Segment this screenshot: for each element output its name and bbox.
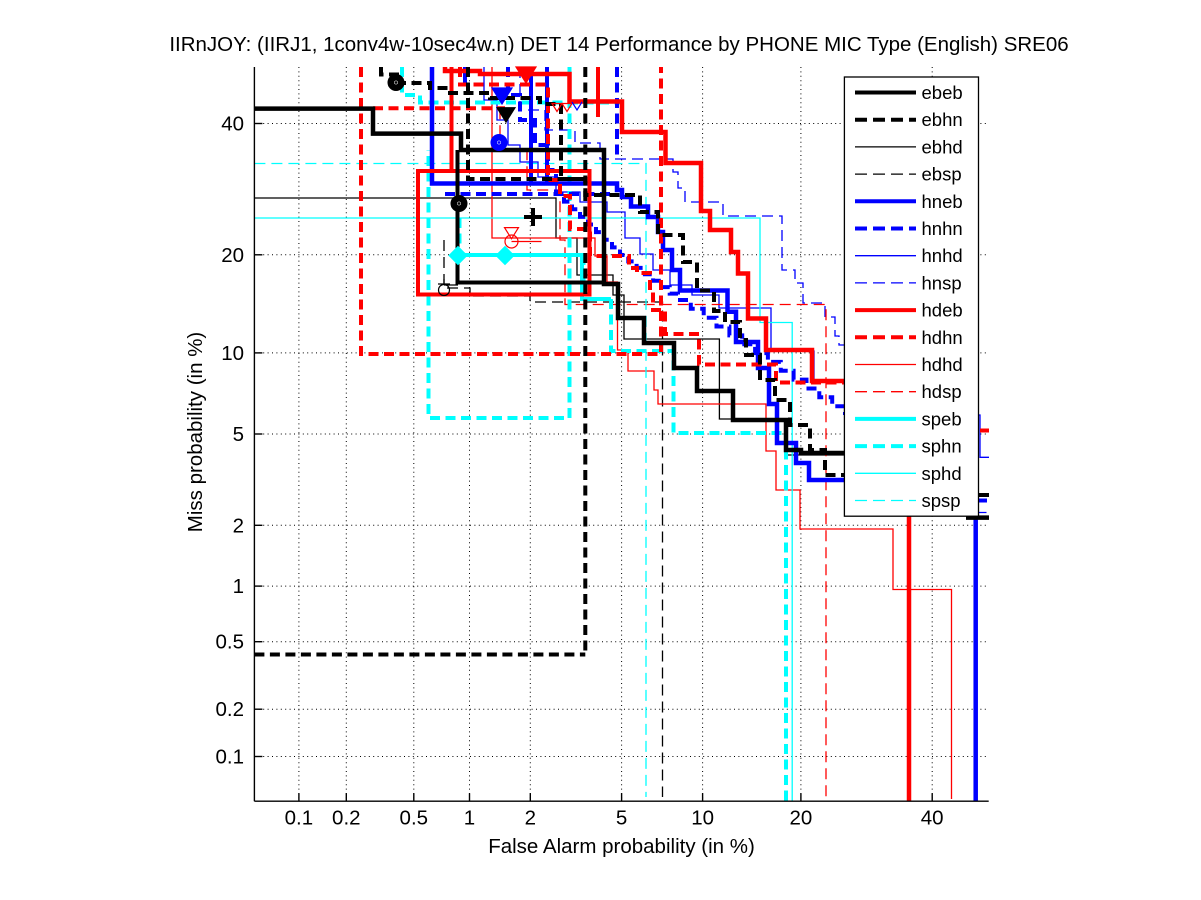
svg-text:1: 1 xyxy=(233,575,244,598)
svg-text:ebhn: ebhn xyxy=(922,109,963,130)
svg-text:0.1: 0.1 xyxy=(216,746,245,769)
svg-text:IIRnJOY: (IIRJ1, 1conv4w-10sec: IIRnJOY: (IIRJ1, 1conv4w-10sec4w.n) DET … xyxy=(169,33,1068,56)
svg-text:20: 20 xyxy=(221,244,244,267)
svg-text:hnhn: hnhn xyxy=(922,218,963,239)
svg-text:2: 2 xyxy=(525,807,536,830)
svg-text:hdhn: hdhn xyxy=(922,327,963,348)
svg-text:sphn: sphn xyxy=(922,436,962,457)
svg-text:0.2: 0.2 xyxy=(332,807,361,830)
svg-text:hneb: hneb xyxy=(922,191,963,212)
svg-text:2: 2 xyxy=(233,514,244,537)
svg-text:0.2: 0.2 xyxy=(216,698,245,721)
svg-text:10: 10 xyxy=(691,807,714,830)
svg-text:hnsp: hnsp xyxy=(922,272,962,293)
svg-text:10: 10 xyxy=(221,342,244,365)
svg-text:40: 40 xyxy=(921,807,944,830)
svg-text:0.5: 0.5 xyxy=(400,807,429,830)
svg-text:0.5: 0.5 xyxy=(216,631,245,654)
svg-text:speb: speb xyxy=(922,408,962,429)
svg-text:ebhd: ebhd xyxy=(922,136,963,157)
svg-text:0.1: 0.1 xyxy=(285,807,314,830)
svg-text:spsp: spsp xyxy=(922,490,961,511)
svg-text:False Alarm probability (in %): False Alarm probability (in %) xyxy=(488,835,755,858)
svg-text:hdhd: hdhd xyxy=(922,354,963,375)
svg-text:ebeb: ebeb xyxy=(922,82,963,103)
svg-text:hdsp: hdsp xyxy=(922,381,962,402)
svg-text:Miss probability (in %): Miss probability (in %) xyxy=(184,332,207,533)
svg-text:5: 5 xyxy=(616,807,627,830)
svg-text:ebsp: ebsp xyxy=(922,164,962,185)
svg-text:sphd: sphd xyxy=(922,463,962,484)
svg-text:hdeb: hdeb xyxy=(922,300,963,321)
svg-text:40: 40 xyxy=(221,113,244,136)
svg-text:1: 1 xyxy=(464,807,475,830)
svg-text:5: 5 xyxy=(233,423,244,446)
svg-text:20: 20 xyxy=(789,807,812,830)
svg-text:hnhd: hnhd xyxy=(922,245,963,266)
